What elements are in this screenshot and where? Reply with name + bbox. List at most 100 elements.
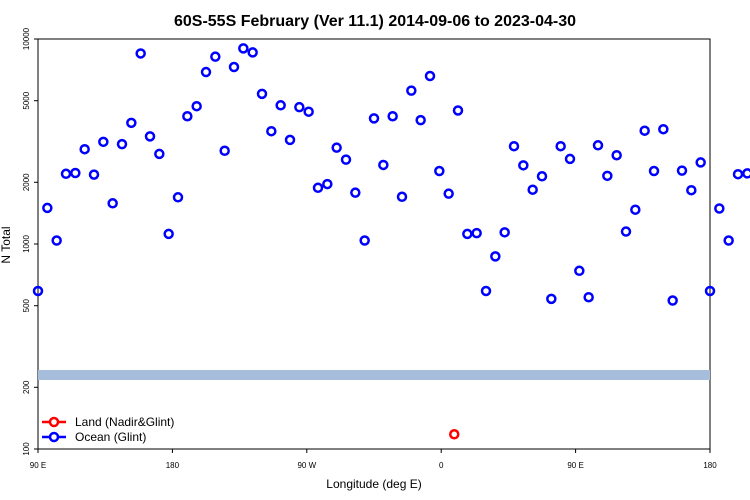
ocean-point [508,140,520,152]
ocean-point [210,51,221,62]
ocean-point [247,47,258,58]
ocean-point [219,145,230,157]
legend-land-label: Land (Nadir&Glint) [75,415,174,429]
x-tick-label: 0 [439,461,444,470]
ocean-point [658,123,669,135]
data-gap-band [38,370,710,380]
ocean-point [434,165,445,177]
ocean-point [331,142,342,153]
y-tick-label: 500 [22,298,31,312]
ocean-point [620,226,632,237]
ocean-point [704,285,716,297]
ocean-point [611,149,622,161]
ocean-point [742,168,750,179]
ocean-point [555,140,566,152]
land-point [449,429,460,440]
ocean-point [228,61,240,73]
y-tick-label: 10000 [22,27,31,50]
ocean-point [284,134,296,146]
y-axis-label: N Total [0,226,13,263]
legend-ocean-label: Ocean (Glint) [75,430,146,444]
ocean-point [126,117,137,129]
ocean-point [564,153,576,165]
y-tick-label: 200 [22,380,31,394]
ocean-point [686,184,697,196]
ocean-point [396,191,408,203]
x-tick-label: 180 [166,461,180,470]
ocean-point [322,178,333,190]
legend-land-marker [48,416,60,428]
ocean-point [275,100,286,111]
ocean-point [32,285,44,297]
x-tick-label: 90 E [567,461,583,470]
ocean-point [340,154,352,165]
ocean-point [98,136,109,148]
ocean-point [602,170,613,182]
ocean-point [574,265,585,277]
ocean-point [452,105,464,116]
ocean-point [695,157,706,168]
ocean-point [116,138,128,150]
ocean-point [480,285,492,297]
chart-title: 60S-55S February (Ver 11.1) 2014-09-06 t… [174,13,576,30]
ocean-point [144,131,156,142]
y-tick-label: 100 [22,442,31,456]
ocean-point [546,293,557,305]
ocean-point [303,106,314,117]
plot-frame [37,38,711,450]
ocean-point [462,228,473,240]
ocean-point [536,171,548,182]
ocean-point [154,148,165,160]
ocean-point [630,204,641,215]
ocean-point [667,295,678,306]
x-tick-label: 180 [703,461,717,470]
ocean-point [172,192,184,203]
ocean-point [191,100,202,112]
x-axis-label: Longitude (deg E) [326,477,421,491]
y-tick-label: 5000 [22,91,31,109]
ocean-point [499,227,510,238]
x-tick-label: 90 W [297,461,316,470]
ocean-point [266,125,277,137]
ocean-point [163,228,174,240]
ocean-point [490,251,501,262]
ocean-point [238,43,249,54]
ocean-point [592,140,604,151]
y-tick-label: 1000 [22,235,31,253]
ocean-point [359,235,370,246]
ocean-point [723,235,734,246]
legend: Land (Nadir&Glint) Ocean (Glint) [42,415,174,444]
ocean-point [60,168,72,180]
ocean-point [415,114,426,126]
y-tick-label: 2000 [22,173,31,191]
ocean-point [294,101,305,113]
y-axis: 100 200 500 1000 2000 5000 10000 [22,27,38,456]
ocean-point [51,235,62,246]
ocean-point [79,143,90,155]
data-points [32,43,750,440]
ocean-point [200,66,212,78]
ocean-point [714,203,725,214]
ocean-point [387,110,398,122]
ocean-point [135,48,146,59]
ocean-point [42,202,53,214]
ocean-point [648,165,660,177]
x-tick-label: 90 E [30,461,46,470]
ocean-point [527,184,538,195]
ocean-point [424,70,436,82]
ocean-point [182,110,193,122]
ocean-point [732,168,744,180]
ocean-point [368,113,380,124]
ocean-point [443,188,454,199]
ocean-point [312,182,324,194]
ocean-point [676,165,688,176]
legend-ocean-marker [48,431,60,443]
ocean-point [350,187,361,198]
ocean-point [471,227,482,239]
ocean-point [378,159,389,171]
ocean-point [107,198,118,209]
ocean-point [639,125,650,136]
ocean-point [583,291,594,303]
ocean-point [406,85,417,96]
